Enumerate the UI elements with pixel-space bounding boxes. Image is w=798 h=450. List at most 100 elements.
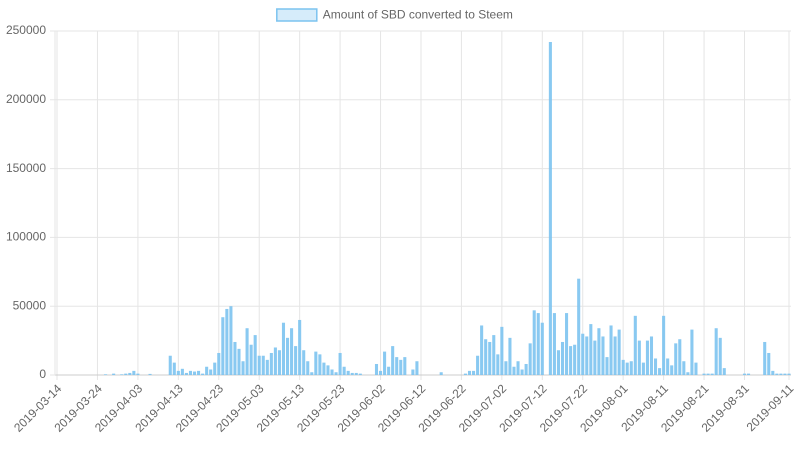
bar: [718, 337, 722, 375]
bar: [670, 365, 674, 375]
bar: [229, 306, 233, 375]
bar: [682, 361, 686, 375]
bar: [496, 354, 500, 375]
bar: [783, 373, 787, 375]
bar: [302, 350, 306, 375]
bar: [476, 355, 480, 375]
bar: [354, 372, 358, 375]
bar: [273, 347, 277, 375]
bar: [747, 373, 751, 375]
bar: [172, 362, 176, 375]
bar: [694, 362, 698, 375]
bar: [350, 372, 354, 375]
bar: [379, 370, 383, 375]
y-tick-label: 250000: [6, 23, 46, 37]
bar: [399, 359, 403, 375]
bar: [500, 326, 504, 375]
bar: [192, 371, 197, 375]
bar: [439, 372, 443, 375]
bar: [217, 352, 221, 375]
bar: [480, 325, 484, 375]
bar: [245, 328, 249, 375]
bar: [536, 313, 540, 375]
bar: [241, 361, 245, 375]
bar: [645, 340, 649, 375]
bar: [411, 369, 415, 375]
bar: [168, 355, 172, 375]
bar: [188, 370, 193, 375]
bar: [128, 372, 132, 375]
bar: [508, 337, 512, 375]
bar: [577, 278, 581, 375]
bar: [658, 368, 662, 375]
bar: [104, 374, 108, 375]
bar: [593, 340, 597, 375]
bar: [395, 357, 399, 375]
bar: [415, 361, 419, 375]
bar: [569, 346, 573, 375]
bar: [221, 317, 225, 375]
bar: [540, 322, 544, 375]
bar: [787, 373, 791, 375]
bar: [548, 42, 552, 376]
bar: [358, 373, 362, 375]
bar: [556, 350, 561, 375]
bar: [742, 373, 747, 375]
bar: [609, 325, 613, 375]
legend-swatch: [276, 8, 318, 22]
bar: [585, 336, 589, 375]
bar: [532, 310, 536, 375]
bar: [306, 361, 310, 375]
bar: [573, 344, 577, 375]
bar: [285, 337, 290, 375]
bar: [589, 324, 593, 375]
bar: [334, 372, 338, 375]
bar: [298, 319, 302, 375]
bar: [641, 362, 645, 375]
bar: [463, 373, 467, 375]
bar: [180, 368, 184, 375]
bar: [706, 373, 710, 375]
bar: [467, 370, 472, 375]
bar: [281, 322, 286, 375]
bar: [621, 359, 625, 375]
bar: [629, 361, 633, 375]
bar: [277, 350, 281, 375]
bar: [205, 366, 209, 375]
bar: [597, 328, 601, 375]
bar: [662, 315, 666, 375]
bar: [290, 328, 294, 375]
bar: [524, 363, 528, 375]
bar: [132, 370, 136, 375]
bar: [314, 351, 318, 375]
bar: [197, 370, 201, 375]
bar: [686, 372, 690, 375]
bar: [201, 373, 205, 375]
bar: [653, 358, 658, 375]
bar: [771, 370, 775, 375]
bar: [318, 354, 322, 375]
bar: [552, 313, 556, 375]
bar: [176, 370, 180, 375]
bar: [338, 352, 342, 375]
bar: [779, 373, 783, 375]
bar: [265, 359, 269, 375]
bar: [512, 366, 516, 375]
bar: [269, 352, 273, 375]
bar: [403, 357, 407, 375]
bar: [120, 374, 124, 375]
bar: [310, 372, 314, 375]
y-tick-label: 50000: [13, 298, 47, 312]
bar: [383, 351, 387, 375]
bar: [387, 366, 391, 375]
bar: [391, 346, 395, 375]
y-tick-label: 0: [39, 367, 46, 381]
bar: [374, 363, 379, 375]
bar: [294, 346, 298, 375]
bar: [560, 341, 565, 375]
legend-label: Amount of SBD converted to Steem: [323, 8, 513, 22]
bar: [346, 370, 350, 375]
x-tick-label: 2019-09-11: [744, 381, 797, 434]
bar: [722, 368, 726, 375]
bar: [714, 328, 718, 375]
